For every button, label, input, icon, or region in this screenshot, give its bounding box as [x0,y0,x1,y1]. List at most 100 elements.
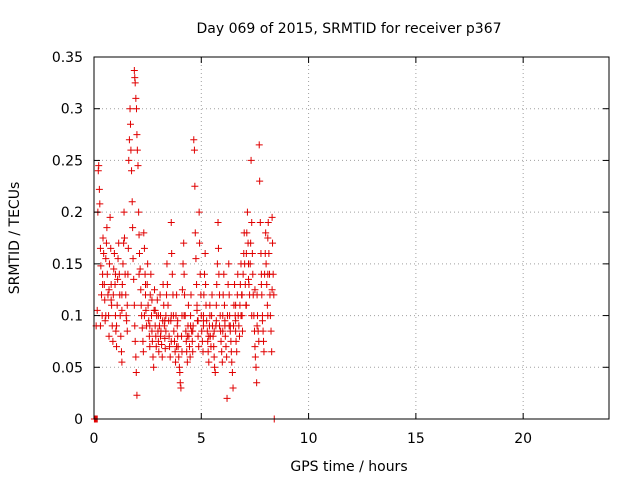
data-point [166,353,174,361]
data-point [155,348,163,356]
y-tick-label: 0.15 [52,257,83,273]
data-point [267,327,275,335]
data-point [256,177,264,185]
data-point [248,312,256,320]
data-point [96,244,104,252]
data-point [124,244,132,252]
data-point [138,324,146,332]
data-point [146,291,154,299]
data-point [113,343,121,351]
x-tick-label: 10 [300,431,318,447]
data-point [130,301,138,309]
data-point [228,358,236,366]
data-point [264,218,272,226]
data-point [130,66,138,74]
data-point [192,255,200,263]
y-tick-label: 0 [74,412,83,428]
data-point [132,105,140,113]
data-point [120,234,128,242]
data-point [93,306,101,314]
data-point [152,343,160,351]
data-point [183,332,191,340]
data-point [213,260,221,268]
data-point [259,327,267,335]
data-point [213,281,221,289]
data-point [178,348,186,356]
data-point [118,281,126,289]
data-point [247,156,255,164]
data-point [114,275,122,283]
data-point [163,260,171,268]
data-point [257,281,265,289]
data-point [100,250,108,258]
data-point [144,301,152,309]
data-point [210,343,218,351]
data-point [131,79,139,87]
data-point [252,363,260,371]
data-point [107,244,115,252]
data-point [148,296,156,304]
data-point [110,265,118,273]
data-point [208,291,216,299]
data-point [205,358,213,366]
data-point [142,281,149,289]
data-point [202,281,210,289]
data-point [212,317,220,325]
data-point [161,334,169,342]
data-point [154,337,162,345]
data-point [163,281,171,289]
data-point [117,348,125,356]
data-point [150,363,158,371]
data-point [264,270,272,278]
data-point [176,379,184,387]
data-point [105,286,113,294]
data-point [109,291,117,299]
data-point [221,317,229,325]
data-point [174,317,182,325]
data-point [200,291,208,299]
data-point [123,317,131,325]
data-point [191,182,199,190]
data-point [262,229,270,237]
data-point [263,301,271,309]
data-point [135,208,143,216]
data-point [242,301,250,309]
data-point [162,327,170,335]
data-point [119,260,127,268]
data-point [262,260,270,268]
data-point [109,337,117,345]
data-point [189,348,197,356]
data-point [183,358,191,366]
data-point [118,291,126,299]
data-point [106,213,114,221]
data-point [164,301,172,309]
data-point [126,105,134,113]
data-point [135,231,143,239]
data-point [127,146,135,154]
data-point [132,94,140,102]
y-tick-label: 0.25 [52,153,83,169]
data-point [253,379,261,387]
data-point [161,317,169,325]
data-point [246,260,254,268]
data-point [102,255,110,263]
data-point [229,384,237,392]
data-point [220,301,228,309]
data-point [120,239,128,247]
data-point [269,239,277,247]
x-tick-label: 5 [197,431,206,447]
x-tick-label: 0 [90,431,99,447]
data-point [137,301,145,309]
data-point [187,322,195,330]
y-tick-label: 0.05 [52,360,83,376]
data-point [206,301,214,309]
data-point [166,343,174,351]
data-point [212,301,220,309]
data-point [186,353,194,361]
data-point [214,244,222,252]
data-point [238,327,246,335]
data-point [149,353,157,361]
data-point [96,200,104,208]
data-point [190,136,198,144]
